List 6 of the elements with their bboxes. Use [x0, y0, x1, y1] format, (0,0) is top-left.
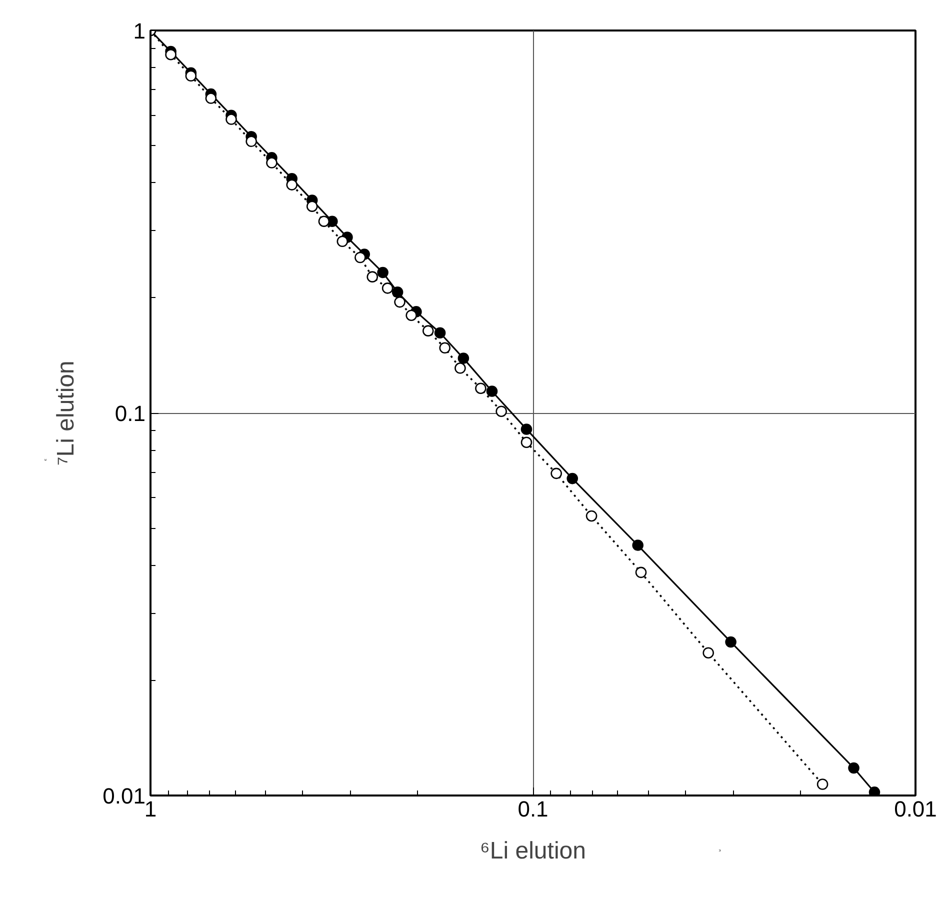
x-tick-label: 0.1 [518, 796, 548, 822]
x-tick-label: 0.01 [894, 796, 937, 822]
x-axis-title: ⁶Li elution [480, 838, 586, 864]
y-axis-title: ⁷Li elution [52, 360, 80, 466]
y-tick-label: 1 [133, 18, 146, 44]
y-tick-label: 0.1 [114, 401, 146, 426]
